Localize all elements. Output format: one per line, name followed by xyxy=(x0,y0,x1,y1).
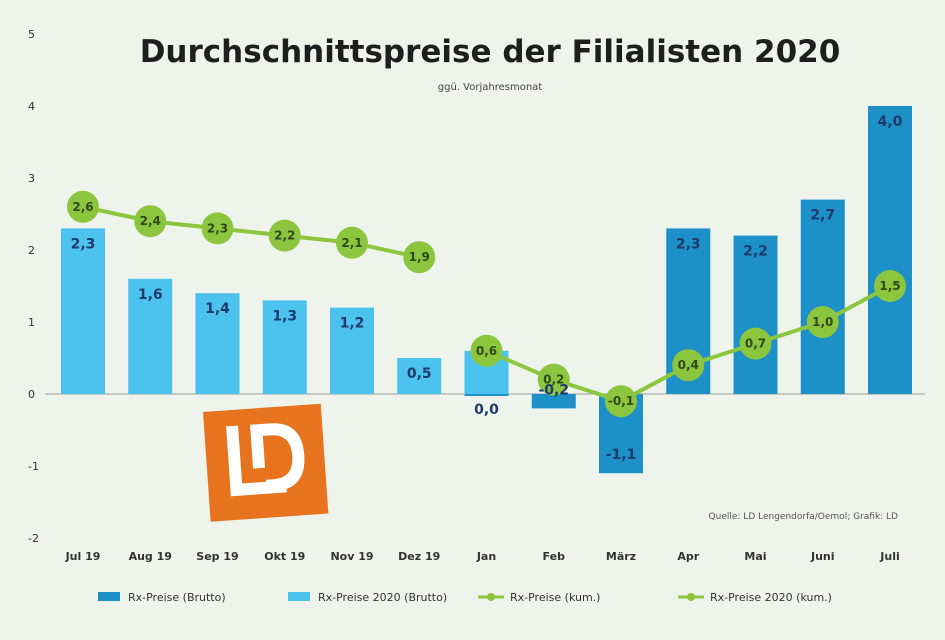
series-point xyxy=(874,270,906,302)
x-tick-label: Apr xyxy=(677,550,699,563)
bar-value-label: 0,5 xyxy=(407,366,432,382)
bar-value-label: -0,2 xyxy=(538,382,569,398)
x-tick-label: Feb xyxy=(543,550,566,563)
point-value-label: 2,2 xyxy=(274,229,295,243)
y-tick-label: 0 xyxy=(28,388,35,401)
point-value-label: -0,1 xyxy=(608,394,634,408)
bar xyxy=(195,293,240,394)
chart-subtitle: ggü. Vorjahresmonat xyxy=(438,82,543,93)
x-tick-label: Okt 19 xyxy=(264,550,305,563)
bar-value-label: 2,2 xyxy=(743,244,768,260)
y-tick-label: 3 xyxy=(28,172,35,185)
x-tick-label: Juni xyxy=(810,550,835,563)
series-point xyxy=(672,349,705,382)
bar-layer xyxy=(61,106,912,474)
axis-layer: -2 -1 0 1 2 3 4 5 Jul 19 Aug 19 Sep 19 Okt 19 Nov 19… xyxy=(28,28,925,563)
bar xyxy=(733,235,778,394)
x-tick-label: März xyxy=(606,550,636,563)
bar xyxy=(128,278,173,394)
point-value-label: 1,9 xyxy=(409,250,430,264)
bar-value-label: 1,6 xyxy=(138,287,163,303)
y-tick-label: 1 xyxy=(28,316,35,329)
line-layer: 2,6 2,4 2,3 2,2 2,1 1,9 0,6 0,2 -0,1 0,4 0,7 1,0 1,5 xyxy=(67,190,906,418)
bar-value-label: 2,3 xyxy=(676,236,701,252)
bar xyxy=(397,358,442,394)
point-value-label: 2,1 xyxy=(341,236,362,250)
series-point xyxy=(201,212,234,245)
legend-swatch-point xyxy=(687,593,695,601)
legend-swatch xyxy=(288,592,310,601)
bar xyxy=(868,106,912,394)
legend-swatch xyxy=(98,592,120,601)
x-tick-label: Jul 19 xyxy=(65,550,101,563)
legend-label: Rx-Preise (Brutto) xyxy=(128,591,226,604)
source-note: Quelle: LD Lengendorfa/Oemol; Grafik: LD xyxy=(709,512,899,522)
bar-value-label: 1,2 xyxy=(340,316,365,332)
x-tick-label: Jan xyxy=(476,550,496,563)
legend-layer: Rx-Preise (Brutto) Rx-Preise 2020 (Brutto… xyxy=(98,591,832,604)
series-point xyxy=(268,219,301,252)
x-tick-label: Dez 19 xyxy=(398,550,440,563)
series-point xyxy=(134,205,167,238)
point-value-label: 0,4 xyxy=(678,358,699,372)
legend-swatch-point xyxy=(487,593,495,601)
point-value-label: 2,4 xyxy=(140,214,161,228)
bar xyxy=(330,307,374,394)
label-layer: 0,0 -0,2 -1,1 2,3 2,2 2,7 4,0 2,3 1,6 1,4 1,3 1,2 0,… xyxy=(71,114,903,463)
point-value-label: 2,3 xyxy=(207,221,228,235)
series-point xyxy=(470,334,503,367)
series-point xyxy=(403,241,436,274)
bar xyxy=(262,300,307,394)
y-tick-label: 5 xyxy=(28,28,35,41)
bar-value-label: 0,0 xyxy=(474,402,499,418)
y-tick-label: 2 xyxy=(28,244,35,257)
series-point xyxy=(67,190,99,223)
y-tick-label: 4 xyxy=(28,100,35,113)
point-value-label: 0,2 xyxy=(543,373,564,387)
series-point xyxy=(806,306,839,338)
point-value-label: 1,0 xyxy=(812,315,833,329)
series-line xyxy=(82,204,420,260)
point-value-label: 0,6 xyxy=(476,344,497,358)
x-tick-label: Juli xyxy=(879,550,899,563)
bar-value-label: -1,1 xyxy=(606,447,637,463)
bar xyxy=(61,228,105,394)
y-tick-label: -2 xyxy=(28,532,39,545)
bar xyxy=(800,199,845,394)
bar-value-label: 4,0 xyxy=(878,114,903,130)
legend-label: Rx-Preise (kum.) xyxy=(510,591,600,604)
series-point xyxy=(605,385,637,418)
bar xyxy=(531,394,576,409)
point-value-label: 0,7 xyxy=(745,337,766,351)
legend-label: Rx-Preise 2020 (kum.) xyxy=(710,591,832,604)
chart-title: Durchschnittspreise der Filialisten 2020 xyxy=(140,34,841,70)
ld-logo xyxy=(203,403,329,522)
x-tick-label: Aug 19 xyxy=(129,550,172,563)
bar-value-label: 2,3 xyxy=(71,236,96,252)
legend-label: Rx-Preise 2020 (Brutto) xyxy=(318,591,447,604)
y-tick-label: -1 xyxy=(28,460,39,473)
bar-value-label: 1,4 xyxy=(205,301,230,317)
point-value-label: 2,6 xyxy=(72,200,93,214)
x-tick-label: Mai xyxy=(744,550,766,563)
series-point xyxy=(739,327,772,360)
series-point xyxy=(336,226,368,259)
point-value-label: 1,5 xyxy=(879,279,900,293)
bar-value-label: 1,3 xyxy=(272,308,297,324)
bar-value-label: 2,7 xyxy=(810,208,835,224)
x-tick-label: Sep 19 xyxy=(196,550,238,563)
x-tick-label: Nov 19 xyxy=(330,550,373,563)
series-point xyxy=(537,363,570,396)
